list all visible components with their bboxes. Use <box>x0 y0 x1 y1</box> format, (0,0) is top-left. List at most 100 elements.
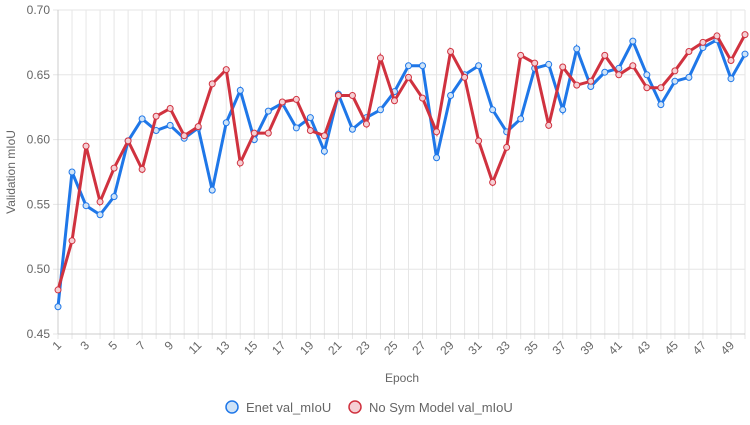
x-tick-label: 47 <box>690 338 710 358</box>
data-point[interactable] <box>68 168 76 176</box>
data-point[interactable] <box>657 101 665 109</box>
data-point[interactable] <box>362 120 370 128</box>
data-point[interactable] <box>166 104 174 112</box>
data-point[interactable] <box>615 71 623 79</box>
data-point[interactable] <box>517 115 525 123</box>
x-tick-label: 21 <box>325 338 345 358</box>
data-point[interactable] <box>334 92 342 100</box>
data-point[interactable] <box>222 66 230 74</box>
data-point[interactable] <box>433 128 441 136</box>
y-tick-label: 0.60 <box>27 133 51 147</box>
x-tick-label: 15 <box>241 338 261 358</box>
legend-item[interactable]: No Sym Model val_mIoU <box>348 400 513 415</box>
data-point[interactable] <box>320 147 328 155</box>
data-point[interactable] <box>320 132 328 140</box>
data-point[interactable] <box>376 106 384 114</box>
data-point[interactable] <box>236 159 244 167</box>
legend-item[interactable]: Enet val_mIoU <box>225 400 331 415</box>
data-point[interactable] <box>138 165 146 173</box>
data-point[interactable] <box>629 37 637 45</box>
data-point[interactable] <box>419 94 427 102</box>
data-point[interactable] <box>475 137 483 145</box>
data-point[interactable] <box>348 92 356 100</box>
data-point[interactable] <box>685 47 693 55</box>
data-point[interactable] <box>573 81 581 89</box>
x-tick-label: 39 <box>578 338 598 358</box>
data-point[interactable] <box>573 45 581 53</box>
data-point[interactable] <box>559 106 567 114</box>
data-point[interactable] <box>405 62 413 70</box>
data-point[interactable] <box>685 73 693 81</box>
data-point[interactable] <box>250 129 258 137</box>
data-point[interactable] <box>54 303 62 311</box>
series-line <box>56 33 747 291</box>
data-point[interactable] <box>699 38 707 46</box>
data-point[interactable] <box>587 77 595 85</box>
data-point[interactable] <box>601 51 609 59</box>
data-point[interactable] <box>152 112 160 120</box>
legend: Enet val_mIoU No Sym Model val_mIoU <box>225 400 513 415</box>
data-point[interactable] <box>208 186 216 194</box>
data-point[interactable] <box>517 51 525 59</box>
data-point[interactable] <box>96 211 104 219</box>
data-point[interactable] <box>461 73 469 81</box>
data-point[interactable] <box>657 84 665 92</box>
data-point[interactable] <box>376 54 384 62</box>
data-point[interactable] <box>306 127 314 135</box>
data-point[interactable] <box>292 124 300 132</box>
data-point[interactable] <box>629 62 637 70</box>
data-point[interactable] <box>166 121 174 129</box>
y-tick-label: 0.55 <box>27 197 51 211</box>
data-point[interactable] <box>124 137 132 145</box>
data-point[interactable] <box>68 237 76 245</box>
data-point[interactable] <box>447 92 455 100</box>
data-point[interactable] <box>110 164 118 172</box>
data-point[interactable] <box>110 193 118 201</box>
data-point[interactable] <box>236 86 244 94</box>
data-point[interactable] <box>741 31 749 39</box>
data-point[interactable] <box>741 50 749 58</box>
legend-marker <box>225 400 239 414</box>
data-point[interactable] <box>713 32 721 40</box>
data-point[interactable] <box>194 123 202 131</box>
data-point[interactable] <box>278 98 286 106</box>
data-point[interactable] <box>559 63 567 71</box>
legend-marker <box>348 400 362 414</box>
data-point[interactable] <box>475 62 483 70</box>
data-point[interactable] <box>545 60 553 68</box>
data-point[interactable] <box>727 75 735 83</box>
data-point[interactable] <box>264 107 272 115</box>
data-point[interactable] <box>222 119 230 127</box>
legend-label: Enet val_mIoU <box>246 400 331 415</box>
data-point[interactable] <box>433 154 441 162</box>
data-point[interactable] <box>643 71 651 79</box>
data-point[interactable] <box>390 97 398 105</box>
data-point[interactable] <box>489 106 497 114</box>
data-point[interactable] <box>671 77 679 85</box>
y-tick-label: 0.50 <box>27 262 51 276</box>
data-point[interactable] <box>447 47 455 55</box>
data-point[interactable] <box>82 142 90 150</box>
data-point[interactable] <box>531 59 539 67</box>
data-point[interactable] <box>180 132 188 140</box>
data-point[interactable] <box>264 129 272 137</box>
data-point[interactable] <box>643 84 651 92</box>
x-tick-label: 5 <box>106 338 121 353</box>
data-point[interactable] <box>419 62 427 70</box>
data-point[interactable] <box>405 73 413 81</box>
data-point[interactable] <box>292 95 300 103</box>
data-point[interactable] <box>545 121 553 129</box>
x-tick-label: 45 <box>662 338 682 358</box>
data-point[interactable] <box>671 67 679 75</box>
data-point[interactable] <box>727 57 735 65</box>
data-point[interactable] <box>138 115 146 123</box>
data-point[interactable] <box>54 286 62 294</box>
data-point[interactable] <box>489 178 497 186</box>
data-point[interactable] <box>601 68 609 76</box>
data-point[interactable] <box>208 80 216 88</box>
data-point[interactable] <box>348 125 356 133</box>
data-point[interactable] <box>96 198 104 206</box>
data-point[interactable] <box>82 202 90 210</box>
data-point[interactable] <box>306 114 314 122</box>
data-point[interactable] <box>503 143 511 151</box>
